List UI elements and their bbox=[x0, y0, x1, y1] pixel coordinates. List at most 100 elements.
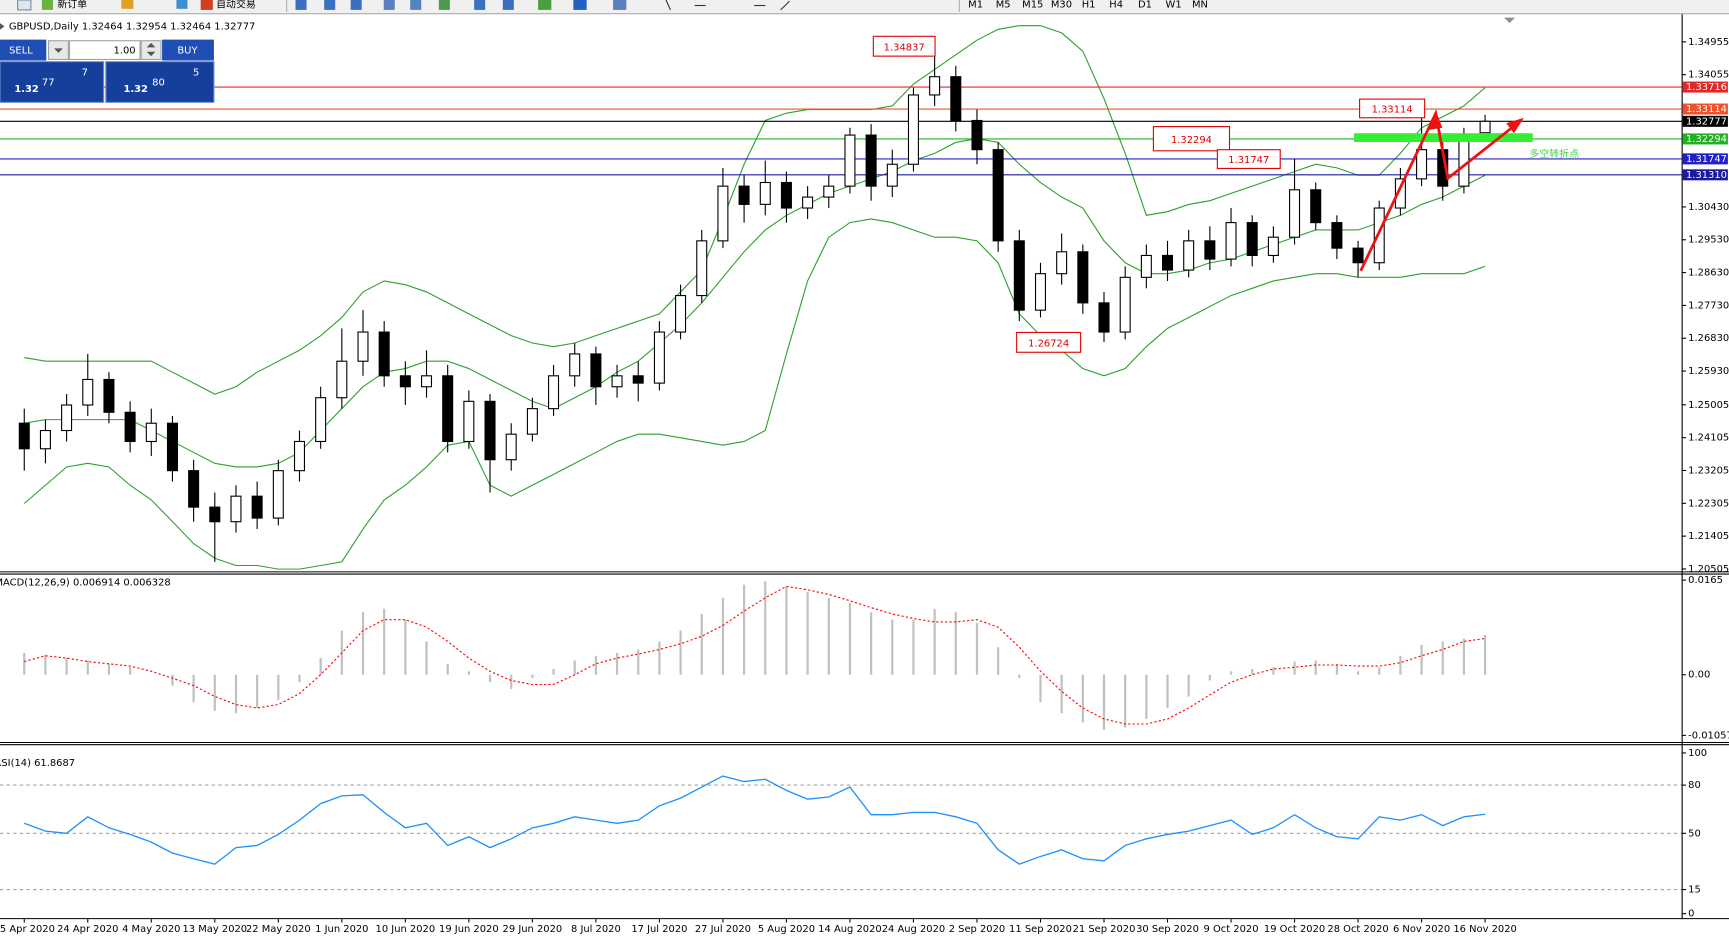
spinner-up bbox=[146, 42, 156, 48]
buy-label[interactable]: BUY bbox=[177, 46, 198, 57]
candle-body bbox=[1183, 240, 1195, 271]
toolbar-button[interactable]: 自动交易 bbox=[216, 0, 256, 10]
timeframe[interactable]: M1 bbox=[968, 0, 983, 10]
candle-body bbox=[421, 375, 433, 388]
icon[interactable] bbox=[665, 0, 671, 11]
level-label-bg bbox=[1682, 115, 1728, 127]
candle-body bbox=[1479, 120, 1491, 134]
y-tick-label: 15 bbox=[1688, 885, 1701, 896]
annotation: 1.26724 bbox=[1028, 338, 1069, 349]
macd-bar bbox=[129, 667, 132, 675]
timeframe[interactable]: W1 bbox=[1166, 0, 1182, 10]
candle-body bbox=[1458, 134, 1470, 187]
icon[interactable] bbox=[438, 0, 450, 10]
candle-body bbox=[569, 353, 581, 377]
timeframe[interactable]: H4 bbox=[1109, 0, 1123, 10]
macd-bar bbox=[404, 619, 407, 675]
candle-body bbox=[950, 76, 962, 122]
candle-body bbox=[1013, 240, 1025, 311]
icon[interactable] bbox=[324, 0, 336, 10]
x-tick-label: 13 May 2020 bbox=[182, 924, 247, 935]
sell-price-box[interactable] bbox=[0, 61, 105, 103]
macd-bar bbox=[552, 669, 555, 675]
icon[interactable] bbox=[350, 0, 362, 10]
timeframe[interactable]: D1 bbox=[1138, 0, 1152, 10]
candle-body bbox=[1267, 236, 1279, 256]
icon[interactable] bbox=[474, 0, 486, 10]
lot-value[interactable]: 1.00 bbox=[114, 46, 136, 57]
icon[interactable] bbox=[410, 0, 422, 10]
candle-body bbox=[907, 94, 919, 165]
icon[interactable] bbox=[780, 0, 790, 11]
sell-price-pips[interactable]: 77 bbox=[42, 78, 55, 89]
buy-price-box[interactable] bbox=[105, 61, 215, 103]
toolbar bbox=[0, 0, 1729, 14]
macd-bar bbox=[86, 660, 89, 675]
macd-bar bbox=[806, 592, 809, 675]
candle-body bbox=[929, 76, 941, 96]
icon[interactable] bbox=[538, 0, 552, 10]
icon[interactable] bbox=[383, 0, 395, 10]
candle-body bbox=[780, 181, 792, 209]
timeframe[interactable]: M15 bbox=[1022, 0, 1043, 10]
lot-input[interactable] bbox=[68, 40, 141, 60]
macd-bar bbox=[954, 612, 957, 675]
buy-price-big[interactable]: 1.32 bbox=[124, 84, 149, 95]
candle-body bbox=[992, 149, 1004, 242]
macd-bar bbox=[213, 674, 216, 711]
icon[interactable] bbox=[121, 0, 134, 9]
candle-body bbox=[1331, 222, 1343, 249]
macd-bar bbox=[912, 619, 915, 675]
level-label-bg bbox=[1682, 169, 1728, 181]
macd-bar bbox=[742, 584, 746, 675]
y-tick-label: 1.22305 bbox=[1688, 498, 1729, 509]
toolbar-button[interactable]: 新订单 bbox=[57, 0, 87, 10]
macd-bar bbox=[615, 652, 619, 675]
buy-price-point[interactable]: 5 bbox=[193, 68, 199, 79]
x-tick-label: 2 Sep 2020 bbox=[949, 924, 1006, 935]
macd-bar bbox=[1208, 674, 1211, 681]
macd-bar bbox=[107, 663, 111, 675]
macd-bar bbox=[1018, 674, 1021, 679]
macd-bar bbox=[700, 613, 703, 675]
candle-body bbox=[103, 378, 115, 413]
sell-label[interactable]: SELL bbox=[9, 46, 33, 57]
lot-spinner[interactable] bbox=[140, 40, 162, 60]
y-tick-label: 1.26830 bbox=[1688, 333, 1729, 344]
macd-bar bbox=[975, 623, 979, 675]
icon[interactable] bbox=[295, 0, 307, 10]
candle-body bbox=[696, 240, 708, 297]
candle-body bbox=[357, 331, 369, 362]
macd-bar bbox=[446, 663, 449, 675]
macd-bar bbox=[510, 674, 513, 690]
timeframe[interactable]: M5 bbox=[996, 0, 1011, 10]
timeframe[interactable]: M30 bbox=[1051, 0, 1072, 10]
sell-price-point[interactable]: 7 bbox=[82, 68, 88, 79]
macd-bar bbox=[1420, 644, 1423, 675]
timeframe[interactable]: H1 bbox=[1082, 0, 1096, 10]
arrow-path bbox=[1359, 108, 1523, 272]
icon[interactable] bbox=[200, 0, 213, 10]
x-tick-label: 10 Jun 2020 bbox=[376, 924, 436, 935]
icon[interactable] bbox=[573, 0, 587, 10]
buy-button[interactable] bbox=[162, 39, 214, 61]
x-tick-label: 19 Jun 2020 bbox=[439, 924, 499, 935]
macd-bar bbox=[1102, 674, 1106, 730]
icon[interactable] bbox=[176, 0, 188, 9]
icon[interactable] bbox=[502, 0, 514, 10]
sell-price-big[interactable]: 1.32 bbox=[14, 84, 39, 95]
icon[interactable] bbox=[613, 0, 627, 10]
y-tick-label: 1.25005 bbox=[1688, 400, 1729, 411]
shift-marker bbox=[1504, 17, 1516, 24]
timeframe[interactable]: MN bbox=[1192, 0, 1208, 10]
rsi-line bbox=[24, 775, 1486, 865]
sell-button[interactable] bbox=[0, 39, 47, 61]
macd-bar bbox=[764, 581, 767, 675]
candle-body bbox=[230, 495, 242, 523]
macd-bar bbox=[1378, 667, 1381, 675]
y-tick-label: 1.23205 bbox=[1688, 465, 1729, 476]
buy-price-pips[interactable]: 80 bbox=[152, 78, 165, 89]
y-tick-label: 100 bbox=[1688, 748, 1707, 759]
icon[interactable] bbox=[41, 0, 53, 10]
icon[interactable] bbox=[17, 0, 32, 11]
